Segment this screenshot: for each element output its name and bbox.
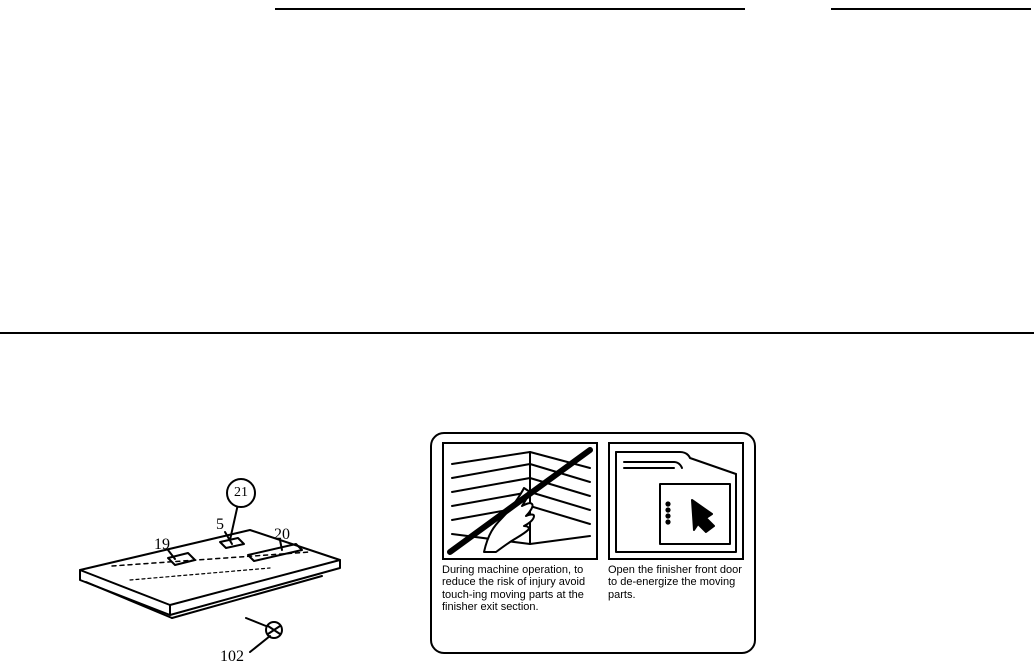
callout-circle-21: 21 (226, 478, 256, 508)
warning-text-left: During machine operation, to reduce the … (442, 564, 598, 613)
mid-rule (0, 332, 1034, 334)
top-rule-left (275, 8, 745, 10)
callout-102: 102 (220, 648, 244, 666)
tray-diagram: 21 5 19 20 102 (60, 460, 370, 669)
warning-col-right: Open the finisher front door to de‑energ… (608, 442, 744, 644)
callout-20: 20 (274, 526, 290, 544)
warning-text-right: Open the finisher front door to de‑energ… (608, 564, 744, 601)
callout-19: 19 (154, 536, 170, 554)
warning-image-open-door (608, 442, 744, 560)
warning-col-left: During machine operation, to reduce the … (442, 442, 598, 644)
warning-card: During machine operation, to reduce the … (430, 432, 756, 654)
page-root: 21 5 19 20 102 (0, 0, 1034, 669)
warning-image-no-touch (442, 442, 598, 560)
tray-svg (60, 460, 370, 669)
callout-21-label: 21 (234, 485, 248, 501)
top-rule-right (831, 8, 1031, 10)
callout-5: 5 (216, 516, 224, 534)
